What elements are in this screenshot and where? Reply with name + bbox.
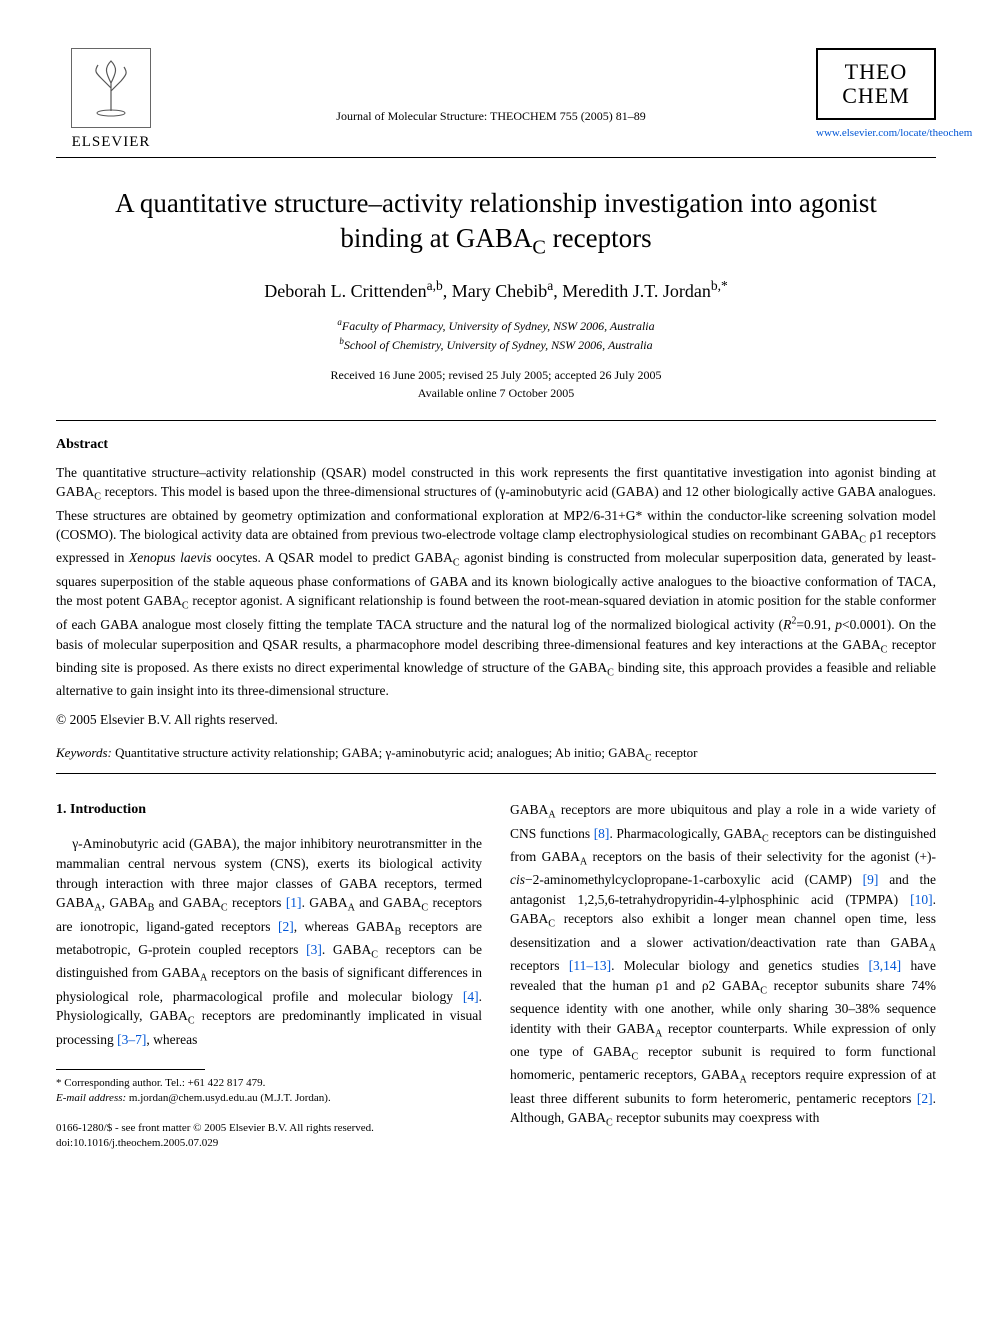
abstract-body: The quantitative structure–activity rela…: [56, 463, 936, 701]
citation-link[interactable]: [4]: [463, 989, 479, 1004]
intro-para-1-cont: GABAA receptors are more ubiquitous and …: [510, 800, 936, 1131]
citation-link[interactable]: [3,14]: [869, 958, 902, 973]
page-container: ELSEVIER Journal of Molecular Structure:…: [0, 0, 992, 1192]
keywords-line: Keywords: Quantitative structure activit…: [56, 744, 936, 765]
issn-line: 0166-1280/$ - see front matter © 2005 El…: [56, 1121, 482, 1136]
journal-logo-box: THEO CHEM: [816, 48, 936, 120]
article-title: A quantitative structure–activity relati…: [96, 186, 896, 261]
citation-link[interactable]: [9]: [863, 872, 879, 887]
keywords-bottom-rule: [56, 773, 936, 774]
citation-link[interactable]: [2]: [917, 1091, 933, 1106]
abstract-top-rule: [56, 420, 936, 421]
affiliations-block: aFaculty of Pharmacy, University of Sydn…: [56, 316, 936, 354]
email-value: m.jordan@chem.usyd.edu.au (M.J.T. Jordan…: [126, 1092, 331, 1104]
title-subscript: C: [532, 236, 546, 258]
citation-link[interactable]: [3–7]: [117, 1032, 146, 1047]
bottom-meta: 0166-1280/$ - see front matter © 2005 El…: [56, 1121, 482, 1152]
elsevier-logo-icon: [76, 53, 146, 123]
header-row: ELSEVIER Journal of Molecular Structure:…: [56, 48, 936, 153]
citation-link[interactable]: [8]: [594, 826, 610, 841]
elsevier-tree-icon: [71, 48, 151, 128]
author-3-affil: b,*: [711, 278, 728, 293]
received-line: Received 16 June 2005; revised 25 July 2…: [56, 366, 936, 384]
journal-logo-block: THEO CHEM www.elsevier.com/locate/theoch…: [816, 48, 936, 142]
email-line: E-mail address: m.jordan@chem.usyd.edu.a…: [56, 1091, 482, 1106]
affiliation-b-text: School of Chemistry, University of Sydne…: [344, 338, 653, 352]
intro-para-1: γ-Aminobutyric acid (GABA), the major in…: [56, 834, 482, 1049]
doi-line: doi:10.1016/j.theochem.2005.07.029: [56, 1136, 482, 1151]
journal-citation: Journal of Molecular Structure: THEOCHEM…: [166, 48, 816, 125]
body-columns: 1. Introduction γ-Aminobutyric acid (GAB…: [56, 800, 936, 1151]
journal-logo-line1: THEO: [824, 60, 928, 84]
journal-logo-line2: CHEM: [824, 84, 928, 108]
keywords-label: Keywords:: [56, 745, 112, 760]
footnotes-block: * Corresponding author. Tel.: +61 422 81…: [56, 1076, 482, 1107]
citation-link[interactable]: [2]: [278, 919, 294, 934]
publisher-label: ELSEVIER: [72, 132, 151, 153]
author-3: , Meredith J.T. Jordan: [553, 281, 711, 301]
online-line: Available online 7 October 2005: [56, 384, 936, 402]
journal-url-link[interactable]: www.elsevier.com/locate/theochem: [816, 126, 936, 141]
affiliation-a: aFaculty of Pharmacy, University of Sydn…: [56, 316, 936, 335]
author-1-affil: a,b: [427, 278, 443, 293]
title-tail: receptors: [546, 223, 652, 253]
email-label: E-mail address:: [56, 1092, 126, 1104]
column-right: GABAA receptors are more ubiquitous and …: [510, 800, 936, 1151]
dates-block: Received 16 June 2005; revised 25 July 2…: [56, 366, 936, 402]
header-rule: [56, 157, 936, 158]
authors-line: Deborah L. Crittendena,b, Mary Chebiba, …: [56, 277, 936, 304]
footnote-rule: [56, 1069, 205, 1070]
citation-link[interactable]: [11–13]: [569, 958, 611, 973]
abstract-heading: Abstract: [56, 435, 936, 455]
abstract-copyright: © 2005 Elsevier B.V. All rights reserved…: [56, 711, 936, 730]
journal-url-text: www.elsevier.com/locate/theochem: [816, 127, 972, 139]
title-main: A quantitative structure–activity relati…: [115, 188, 877, 253]
affiliation-b: bSchool of Chemistry, University of Sydn…: [56, 335, 936, 354]
introduction-heading: 1. Introduction: [56, 800, 482, 820]
publisher-block: ELSEVIER: [56, 48, 166, 153]
affiliation-a-text: Faculty of Pharmacy, University of Sydne…: [342, 319, 655, 333]
citation-link[interactable]: [1]: [286, 895, 302, 910]
author-2: , Mary Chebib: [443, 281, 547, 301]
citation-link[interactable]: [10]: [910, 892, 933, 907]
keywords-text: Quantitative structure activity relation…: [112, 745, 698, 760]
column-left: 1. Introduction γ-Aminobutyric acid (GAB…: [56, 800, 482, 1151]
citation-link[interactable]: [3]: [306, 942, 322, 957]
author-1: Deborah L. Crittenden: [264, 281, 426, 301]
abstract-text: The quantitative structure–activity rela…: [56, 465, 936, 699]
corresponding-author-note: * Corresponding author. Tel.: +61 422 81…: [56, 1076, 482, 1091]
